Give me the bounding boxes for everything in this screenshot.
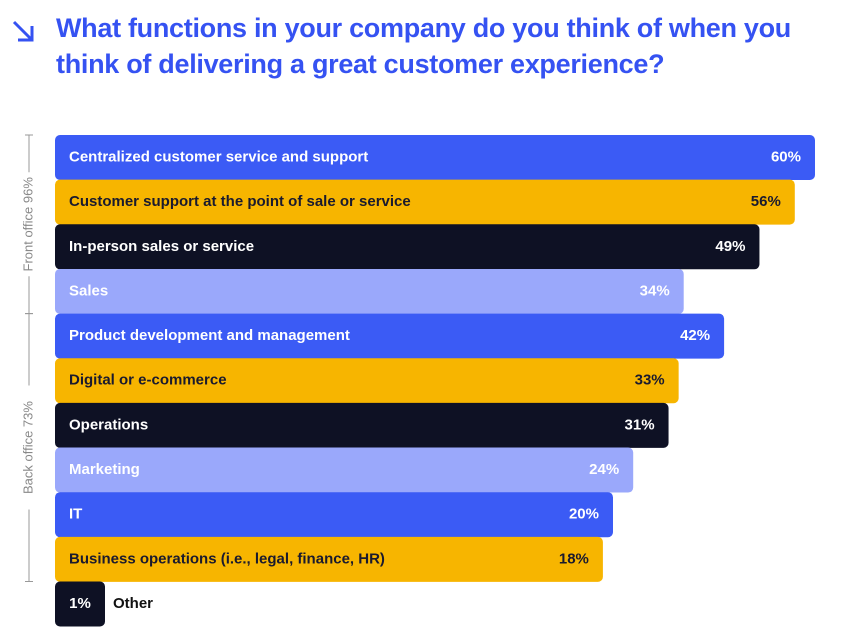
category-label: Operations [69, 416, 148, 433]
category-label: In-person sales or service [69, 238, 254, 255]
value-label: 33% [635, 372, 665, 389]
value-label: 42% [680, 327, 710, 344]
value-label: 49% [715, 238, 745, 255]
bar [55, 358, 679, 404]
value-label: 34% [640, 282, 670, 299]
category-label: Product development and management [69, 327, 350, 344]
category-label: Digital or e-commerce [69, 372, 227, 389]
category-label: Other [113, 595, 153, 612]
value-label: 31% [625, 416, 655, 433]
chart-title: What functions in your company do you th… [56, 13, 791, 79]
bar [55, 179, 795, 225]
category-label: IT [69, 506, 82, 523]
value-label: 60% [771, 148, 801, 165]
value-label: 20% [569, 506, 599, 523]
bar [55, 581, 105, 627]
bar [55, 313, 725, 359]
category-label: Marketing [69, 461, 140, 478]
category-label: Business operations (i.e., legal, financ… [69, 550, 385, 567]
value-label: 1% [69, 595, 91, 612]
value-label: 18% [559, 550, 589, 567]
group-label: Front office 96% [20, 177, 35, 272]
bar [55, 536, 603, 582]
arrow-icon [12, 20, 34, 42]
bar [55, 268, 684, 314]
bar [55, 492, 613, 538]
bar [55, 224, 760, 270]
value-label: 24% [589, 461, 619, 478]
group-label: Back office 73% [20, 401, 35, 494]
category-label: Centralized customer service and support [69, 148, 368, 165]
category-label: Sales [69, 282, 108, 299]
category-label: Customer support at the point of sale or… [69, 193, 411, 210]
bar [55, 135, 815, 180]
bar [55, 447, 634, 493]
value-label: 56% [751, 193, 781, 210]
bar [55, 402, 669, 448]
